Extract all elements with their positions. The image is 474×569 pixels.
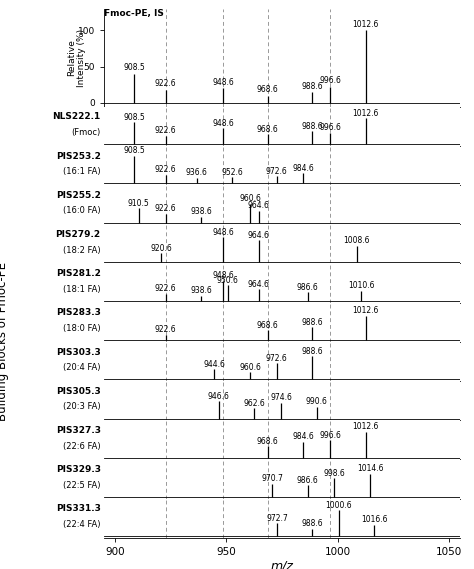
Text: 908.5: 908.5	[123, 63, 145, 72]
Text: 996.6: 996.6	[319, 76, 341, 85]
Text: 972.6: 972.6	[266, 167, 288, 176]
Text: (20:3 FA): (20:3 FA)	[63, 402, 100, 411]
Text: PIS303.3: PIS303.3	[56, 348, 100, 357]
Text: (18:2 FA): (18:2 FA)	[63, 246, 100, 255]
Text: 960.6: 960.6	[239, 362, 261, 372]
Text: 968.6: 968.6	[257, 125, 279, 134]
Text: PIS331.3: PIS331.3	[56, 504, 100, 513]
Text: 920.6: 920.6	[150, 244, 172, 253]
Text: (16:1 FA): (16:1 FA)	[63, 167, 100, 176]
Text: (Fmoc): (Fmoc)	[72, 128, 100, 137]
Text: (16:0 FA): (16:0 FA)	[63, 207, 100, 216]
Text: (20:4 FA): (20:4 FA)	[63, 363, 100, 372]
Text: 988.6: 988.6	[301, 519, 323, 529]
Text: 974.6: 974.6	[270, 393, 292, 402]
Text: 922.6: 922.6	[155, 284, 176, 293]
Text: 988.6: 988.6	[301, 81, 323, 90]
Text: PIS329.3: PIS329.3	[56, 465, 100, 474]
Y-axis label: Relative
Intensity (%): Relative Intensity (%)	[67, 28, 86, 86]
Text: 948.6: 948.6	[212, 228, 234, 237]
Text: 948.6: 948.6	[212, 271, 234, 280]
Text: PIS283.3: PIS283.3	[56, 308, 100, 318]
Text: 1012.6: 1012.6	[352, 422, 379, 431]
Text: (22:4 FA): (22:4 FA)	[63, 520, 100, 529]
Text: (22:5 FA): (22:5 FA)	[63, 481, 100, 490]
Text: PIS327.3: PIS327.3	[56, 426, 100, 435]
Text: PIS305.3: PIS305.3	[56, 387, 100, 396]
Text: (18:0 FA): (18:0 FA)	[63, 324, 100, 333]
Text: 996.6: 996.6	[319, 123, 341, 132]
Text: 1008.6: 1008.6	[344, 236, 370, 245]
Text: (22:6 FA): (22:6 FA)	[63, 442, 100, 451]
Text: 948.6: 948.6	[212, 119, 234, 127]
Text: 960.6: 960.6	[239, 194, 261, 203]
Text: 964.6: 964.6	[248, 280, 270, 289]
Text: 908.5: 908.5	[123, 146, 145, 155]
Text: 984.6: 984.6	[292, 164, 314, 173]
Text: 1014.6: 1014.6	[357, 464, 383, 473]
Text: 1012.6: 1012.6	[352, 109, 379, 118]
Text: 1012.6: 1012.6	[352, 20, 379, 29]
Text: 968.6: 968.6	[257, 85, 279, 94]
Text: NLS222.1: NLS222.1	[53, 113, 100, 121]
X-axis label: m/z: m/z	[271, 559, 293, 569]
Text: 938.6: 938.6	[190, 286, 212, 295]
Text: 964.6: 964.6	[248, 230, 270, 240]
Text: 988.6: 988.6	[301, 318, 323, 327]
Text: 922.6: 922.6	[155, 126, 176, 135]
Text: 908.5: 908.5	[123, 113, 145, 122]
Text: 946.6: 946.6	[208, 391, 230, 401]
Text: 938.6: 938.6	[190, 207, 212, 216]
Text: 1012.6: 1012.6	[352, 306, 379, 315]
Text: 922.6: 922.6	[155, 165, 176, 174]
Text: PIS281.2: PIS281.2	[56, 269, 100, 278]
Text: 1016.6: 1016.6	[361, 515, 388, 524]
Text: 944.6: 944.6	[203, 360, 226, 369]
Text: Fmoc-PE, IS: Fmoc-PE, IS	[104, 9, 164, 18]
Text: PIS253.2: PIS253.2	[56, 151, 100, 160]
Text: 922.6: 922.6	[155, 80, 176, 88]
Text: 998.6: 998.6	[324, 469, 346, 477]
Text: 970.7: 970.7	[262, 475, 283, 484]
Text: 990.6: 990.6	[306, 398, 328, 406]
Text: 986.6: 986.6	[297, 476, 319, 485]
Text: 1010.6: 1010.6	[348, 281, 374, 290]
Text: 972.6: 972.6	[266, 354, 288, 363]
Text: 1000.6: 1000.6	[326, 501, 352, 510]
Text: 986.6: 986.6	[297, 283, 319, 292]
Text: 910.5: 910.5	[128, 199, 150, 208]
Text: 922.6: 922.6	[155, 325, 176, 335]
Text: 988.6: 988.6	[301, 347, 323, 356]
Text: 962.6: 962.6	[244, 399, 265, 408]
Text: PIS279.2: PIS279.2	[55, 230, 100, 239]
Text: 922.6: 922.6	[155, 204, 176, 213]
Text: 968.6: 968.6	[257, 436, 279, 446]
Text: 996.6: 996.6	[319, 431, 341, 440]
Text: 972.7: 972.7	[266, 514, 288, 522]
Text: 952.6: 952.6	[221, 167, 243, 176]
Text: 988.6: 988.6	[301, 122, 323, 131]
Text: 936.6: 936.6	[186, 168, 208, 177]
Text: PIS255.2: PIS255.2	[56, 191, 100, 200]
Text: (18:1 FA): (18:1 FA)	[63, 285, 100, 294]
Text: Building Blocks of Fmoc-PE: Building Blocks of Fmoc-PE	[0, 262, 9, 421]
Text: 984.6: 984.6	[292, 432, 314, 442]
Text: 964.6: 964.6	[248, 201, 270, 211]
Text: 950.6: 950.6	[217, 275, 239, 284]
Text: 948.6: 948.6	[212, 78, 234, 87]
Text: 968.6: 968.6	[257, 320, 279, 329]
